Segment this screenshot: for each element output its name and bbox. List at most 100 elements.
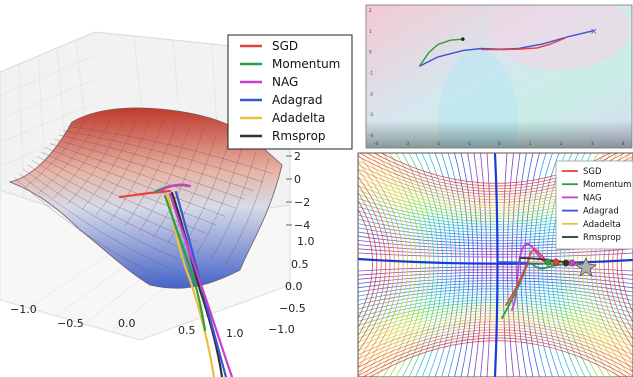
mesh-line (196, 144, 243, 254)
mesh-line (67, 117, 125, 205)
legend-label: SGD (272, 39, 298, 53)
legend: SGD Momentum NAG Adagrad Adadelta Rmsprop (227, 34, 353, 150)
trajectory-line (418, 38, 463, 67)
x-tick-label: 2 (560, 141, 563, 146)
trajectory-endpoint (568, 259, 576, 267)
contour-line (369, 153, 413, 377)
mesh-line (110, 119, 165, 221)
contour-line (358, 191, 382, 337)
y-tick-label: -3 (369, 112, 373, 117)
contour-line (358, 176, 391, 353)
y-tick-label: −0.5 (279, 302, 306, 315)
x-tick-label: 0.0 (118, 317, 136, 330)
contour-line (358, 269, 633, 276)
y-tick-label: 1 (369, 29, 372, 34)
mesh-line (81, 117, 138, 210)
y-tick-label: −1.0 (268, 323, 295, 336)
contour-line (358, 280, 633, 293)
x-tick-label: 0 (498, 141, 501, 146)
minimum-star-marker (574, 257, 598, 277)
contour-line (358, 266, 633, 272)
mesh-line (67, 126, 273, 174)
y-tick-label: -1 (369, 71, 373, 76)
legend-box (227, 34, 353, 150)
trajectory-line (174, 190, 228, 377)
contour-line (608, 188, 633, 340)
contour-line (358, 257, 633, 265)
pane-gridline (18, 63, 25, 199)
contour-line (358, 288, 633, 305)
legend-label: Rmsprop (272, 129, 326, 143)
trajectory-end-marker: × (590, 27, 598, 37)
x-tick-label: −1.0 (10, 303, 37, 316)
z-tick-label: 2 (294, 150, 301, 163)
y-tick-label: 0 (369, 50, 372, 55)
mesh-line (24, 120, 86, 188)
mesh-line (18, 173, 169, 269)
y-tick-label: -4 (369, 133, 373, 138)
mesh-line (49, 143, 235, 209)
mesh-line (124, 121, 178, 227)
mesh-line (139, 124, 191, 232)
contour-lines-panel: SGD Momentum NAG Adagrad Adadelta Rmsprop (357, 152, 633, 377)
pane-gridline (0, 55, 96, 96)
pane-gridline (0, 102, 96, 144)
contour-line (358, 285, 633, 301)
legend-label: Rmsprop (583, 233, 621, 243)
trajectory-line (118, 189, 172, 199)
y-tick-labels: 1.0 0.5 0.0 −0.5 −1.0 (268, 235, 315, 336)
trajectory-line (158, 183, 192, 193)
x-tick-label: -4 (374, 141, 378, 146)
legend-label: Adagrad (583, 207, 619, 217)
contour-fill-panel: × 2 1 0 -1 -2 -3 -4 -4 -3 -2 -1 0 1 2 3 4 (365, 4, 633, 149)
plot-frame (357, 152, 633, 377)
x-tick-label: -3 (405, 141, 409, 146)
mesh-line (63, 130, 264, 183)
legend-label: NAG (272, 75, 298, 89)
y-tick-label: 2 (369, 8, 372, 13)
mesh-line (38, 118, 99, 194)
trajectory-endpoint (461, 37, 465, 41)
trajectory-line (163, 194, 207, 332)
contour-region (490, 5, 630, 70)
plot-frame (365, 4, 633, 149)
contour-line (612, 196, 633, 332)
legend-label: Momentum (583, 180, 631, 190)
contour-line (358, 252, 633, 258)
mesh-line (14, 177, 160, 277)
optimizer-trajectories (118, 183, 234, 377)
x-tick-label: 3 (591, 141, 594, 146)
x-tick-label: 1.0 (226, 327, 244, 340)
contour-line (493, 153, 499, 377)
y-tick-label: 1.0 (297, 235, 315, 248)
mesh-line (45, 147, 226, 217)
contour-line (358, 161, 400, 369)
y-tick-label: -2 (369, 91, 373, 96)
x-tick-label: 4 (622, 141, 625, 146)
contour-lines (358, 153, 633, 377)
legend-label: Adadelta (583, 220, 621, 230)
mesh-line (23, 168, 179, 260)
x-tick-label: 1 (529, 141, 532, 146)
mesh-line (58, 134, 254, 191)
contour-line (621, 214, 633, 314)
legend-label: NAG (583, 193, 602, 203)
mesh-line (52, 117, 112, 199)
x-tick-label: -1 (467, 141, 471, 146)
trajectory-line (481, 37, 566, 51)
mesh-line (27, 164, 188, 251)
contour-line (358, 184, 386, 345)
contour-line (358, 208, 373, 319)
x-tick-labels: −1.0 −0.5 0.0 0.5 1.0 (10, 303, 244, 340)
contour-line (358, 248, 633, 255)
x-tick-label: −0.5 (57, 317, 84, 330)
z-tick-label: −2 (294, 196, 310, 209)
trajectories: × (418, 27, 598, 67)
x-tick-label: 0.5 (178, 324, 196, 337)
surface-plot-panel: 20−2−4 1.0 0.5 0.0 −0.5 −1.0 −1.0 −0.5 0.0 0.5 1… (0, 31, 353, 377)
z-tick-labels: 2 0 −2 −4 (286, 150, 310, 232)
contour-line (358, 168, 395, 361)
mesh-line (40, 151, 217, 226)
dark-band (366, 120, 632, 148)
